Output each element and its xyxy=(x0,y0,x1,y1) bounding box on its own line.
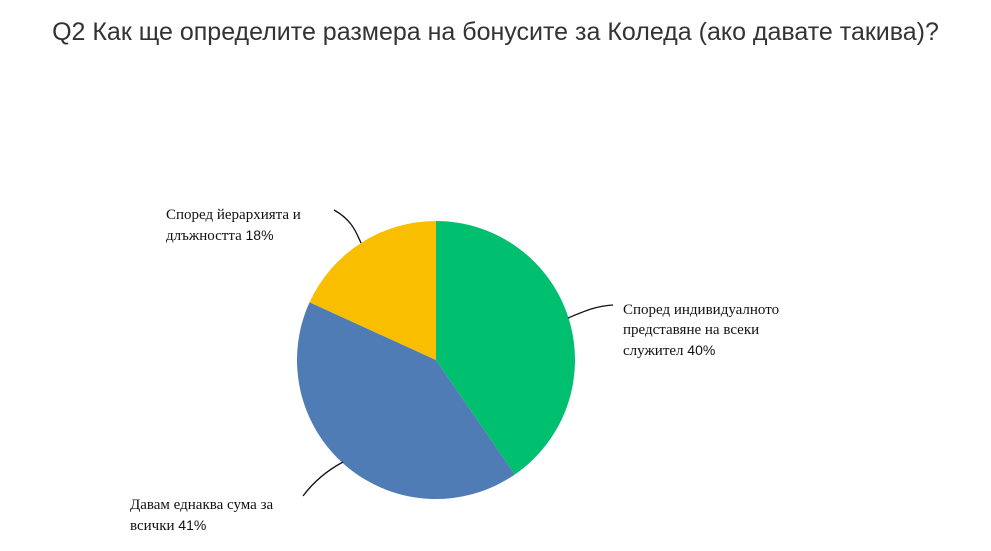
slice-percent-hierarchy: 18% xyxy=(245,227,274,243)
leader-line-hierarchy xyxy=(333,209,362,244)
leader-line-equal xyxy=(302,461,344,497)
slice-label-individual-text: Според индивидуалното представяне на все… xyxy=(623,302,780,359)
leader-line-individual xyxy=(567,304,614,319)
slice-label-equal-text: Давам еднаква сума за всички xyxy=(130,497,274,534)
slice-label-equal: Давам еднаква сума за всички 41% xyxy=(130,495,315,536)
slice-hierarchy xyxy=(309,221,436,360)
chart-title: Q2 Как ще определите размера на бонусите… xyxy=(52,18,939,46)
slice-label-individual: Според индивидуалното представяне на все… xyxy=(623,300,818,361)
slice-label-hierarchy-text: Според йерархията и длъжността xyxy=(166,207,301,244)
slice-percent-equal: 41% xyxy=(178,517,207,533)
slice-individual xyxy=(436,221,575,475)
slice-label-hierarchy: Според йерархията и длъжността 18% xyxy=(166,205,346,246)
slice-percent-individual: 40% xyxy=(687,342,716,358)
slice-equal xyxy=(296,302,515,500)
